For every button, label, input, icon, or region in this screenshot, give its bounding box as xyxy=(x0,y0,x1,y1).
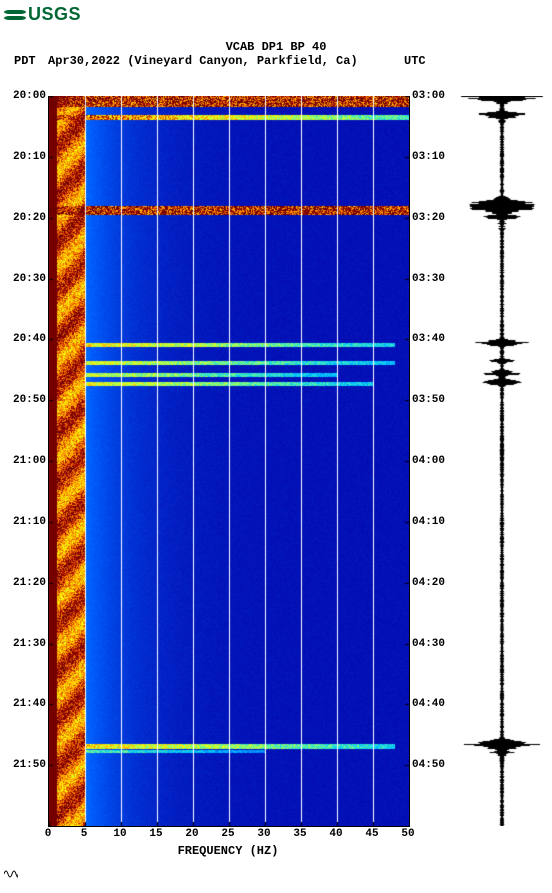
x-tick: 35 xyxy=(293,828,306,840)
usgs-logo: USGS xyxy=(4,4,81,25)
y-right-tick: 04:50 xyxy=(412,759,458,771)
y-right-tick: 04:40 xyxy=(412,698,458,710)
x-tick: 15 xyxy=(149,828,162,840)
x-tick: 10 xyxy=(113,828,126,840)
x-tick: 0 xyxy=(45,828,52,840)
spectrogram-canvas xyxy=(48,96,410,827)
y-right-tick: 03:30 xyxy=(412,273,458,285)
y-left-tick: 21:10 xyxy=(0,516,46,528)
y-left-tick: 20:10 xyxy=(0,151,46,163)
x-tick: 45 xyxy=(365,828,378,840)
wave-icon xyxy=(4,8,26,22)
y-left-tick: 20:50 xyxy=(0,394,46,406)
y-right-tick: 04:30 xyxy=(412,638,458,650)
y-left-tick: 20:30 xyxy=(0,273,46,285)
y-left-tick: 20:00 xyxy=(0,90,46,102)
x-axis-label: FREQUENCY (HZ) xyxy=(48,844,408,858)
y-right-tick: 04:20 xyxy=(412,577,458,589)
tz-left-label: PDT xyxy=(14,54,36,68)
date-location: Apr30,2022 (Vineyard Canyon, Parkfield, … xyxy=(48,54,358,68)
y-left-tick: 20:40 xyxy=(0,333,46,345)
y-right-tick: 03:10 xyxy=(412,151,458,163)
x-tick: 20 xyxy=(185,828,198,840)
x-tick: 50 xyxy=(401,828,414,840)
y-right-tick: 03:50 xyxy=(412,394,458,406)
y-right-tick: 04:00 xyxy=(412,455,458,467)
y-left-tick: 21:40 xyxy=(0,698,46,710)
y-left-tick: 21:00 xyxy=(0,455,46,467)
logo-text: USGS xyxy=(28,4,81,24)
y-right-tick: 04:10 xyxy=(412,516,458,528)
small-wave-icon xyxy=(4,868,18,880)
x-tick: 25 xyxy=(221,828,234,840)
y-right-axis: 03:0003:1003:2003:3003:4003:5004:0004:10… xyxy=(412,96,458,826)
x-tick: 30 xyxy=(257,828,270,840)
y-left-tick: 20:20 xyxy=(0,212,46,224)
y-right-tick: 03:20 xyxy=(412,212,458,224)
y-left-tick: 21:20 xyxy=(0,577,46,589)
waveform-canvas xyxy=(460,96,544,826)
x-tick: 40 xyxy=(329,828,342,840)
tz-right-label: UTC xyxy=(404,54,426,68)
y-right-tick: 03:40 xyxy=(412,333,458,345)
x-tick: 5 xyxy=(81,828,88,840)
chart-title: VCAB DP1 BP 40 xyxy=(0,40,552,54)
y-right-tick: 03:00 xyxy=(412,90,458,102)
y-left-tick: 21:50 xyxy=(0,759,46,771)
y-left-axis: 20:0020:1020:2020:3020:4020:5021:0021:10… xyxy=(0,96,46,826)
y-left-tick: 21:30 xyxy=(0,638,46,650)
